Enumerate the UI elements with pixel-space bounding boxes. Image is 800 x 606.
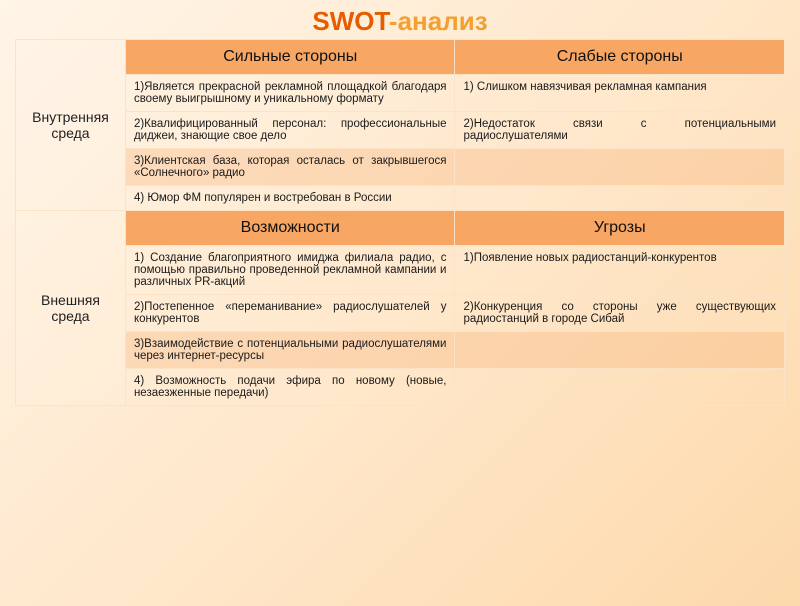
strength-cell: 3)Клиентская база, которая осталась от з… (125, 149, 455, 186)
page-title: SWOT-анализ (0, 6, 800, 37)
weakness-cell: 2)Недостаток связи с потенциальными ради… (455, 112, 785, 149)
weakness-cell (455, 149, 785, 186)
weakness-cell: 1) Слишком навязчивая рекламная кампания (455, 75, 785, 112)
strength-cell: 2)Квалифицированный персонал: профессион… (125, 112, 455, 149)
opportunity-cell: 3)Взаимодействие с потенциальными радиос… (125, 332, 455, 369)
opportunity-cell: 1) Создание благоприятного имиджа филиал… (125, 246, 455, 295)
opportunity-cell: 4) Возможность подачи эфира по новому (н… (125, 369, 455, 406)
weaknesses-header: Слабые стороны (455, 40, 785, 75)
threat-cell (455, 369, 785, 406)
strengths-header: Сильные стороны (125, 40, 455, 75)
threats-header: Угрозы (455, 211, 785, 246)
threat-cell (455, 332, 785, 369)
threat-cell: 2)Конкуренция со стороны уже существующи… (455, 295, 785, 332)
title-suffix: -анализ (389, 6, 488, 36)
swot-table: Внутренняя среда Сильные стороны Слабые … (15, 39, 785, 406)
internal-label: Внутренняя среда (16, 40, 126, 211)
opportunity-cell: 2)Постепенное «переманивание» радиослуша… (125, 295, 455, 332)
external-label: Внешняя среда (16, 211, 126, 406)
title-prefix: SWOT (312, 6, 389, 36)
weakness-cell (455, 186, 785, 211)
threat-cell: 1)Появление новых радиостанций-конкурент… (455, 246, 785, 295)
opportunities-header: Возможности (125, 211, 455, 246)
strength-cell: 1)Является прекрасной рекламной площадко… (125, 75, 455, 112)
strength-cell: 4) Юмор ФМ популярен и востребован в Рос… (125, 186, 455, 211)
